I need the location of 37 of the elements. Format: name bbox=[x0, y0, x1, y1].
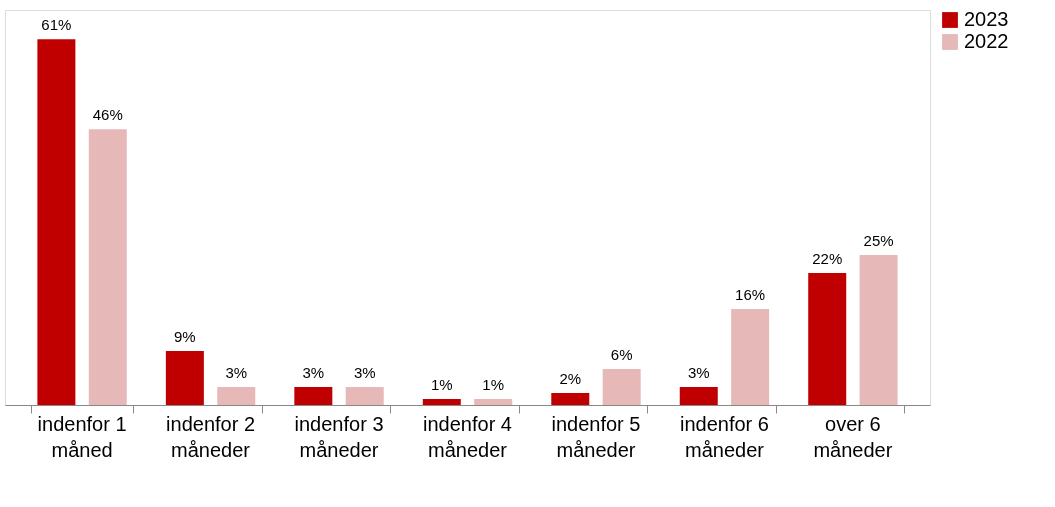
bar bbox=[679, 387, 718, 405]
x-tick-label: indenfor 2 måneder bbox=[166, 413, 256, 461]
data-label: 1% bbox=[482, 376, 505, 393]
data-label: 9% bbox=[174, 328, 196, 346]
data-label: 3% bbox=[302, 364, 325, 382]
x-tick-label: indenfor 3 måneder bbox=[294, 413, 384, 461]
bar bbox=[294, 387, 333, 405]
x-tick-label: indenfor 6 måneder bbox=[679, 413, 769, 461]
bar bbox=[345, 387, 384, 405]
bar bbox=[859, 255, 898, 405]
data-label: 61% bbox=[41, 16, 72, 34]
data-label: 22% bbox=[812, 250, 843, 268]
bar bbox=[217, 387, 256, 405]
bar bbox=[731, 309, 770, 405]
bar bbox=[37, 39, 76, 405]
x-tick-label: over 6 måneder bbox=[813, 413, 893, 461]
data-label: 3% bbox=[687, 364, 710, 382]
data-label: 46% bbox=[92, 106, 123, 124]
x-tick-label: indenfor 5 måneder bbox=[551, 413, 641, 461]
bar bbox=[551, 393, 590, 405]
data-label: 2% bbox=[559, 370, 582, 388]
bar bbox=[165, 351, 204, 405]
legend-label: 2022 bbox=[964, 30, 1009, 52]
data-label: 16% bbox=[735, 286, 766, 304]
bar bbox=[422, 399, 461, 405]
data-label: 3% bbox=[353, 364, 376, 382]
bar bbox=[474, 399, 513, 405]
x-tick-label: indenfor 4 måneder bbox=[423, 413, 512, 461]
bar bbox=[602, 369, 641, 405]
bar bbox=[88, 129, 127, 405]
data-label: 3% bbox=[225, 364, 248, 382]
data-label: 6% bbox=[610, 346, 633, 364]
x-tick-label: indenfor 1 måned bbox=[37, 413, 127, 461]
bar bbox=[808, 273, 847, 405]
legend-label: 2023 bbox=[964, 8, 1009, 30]
data-label: 1% bbox=[430, 376, 453, 393]
data-label: 25% bbox=[863, 232, 894, 250]
